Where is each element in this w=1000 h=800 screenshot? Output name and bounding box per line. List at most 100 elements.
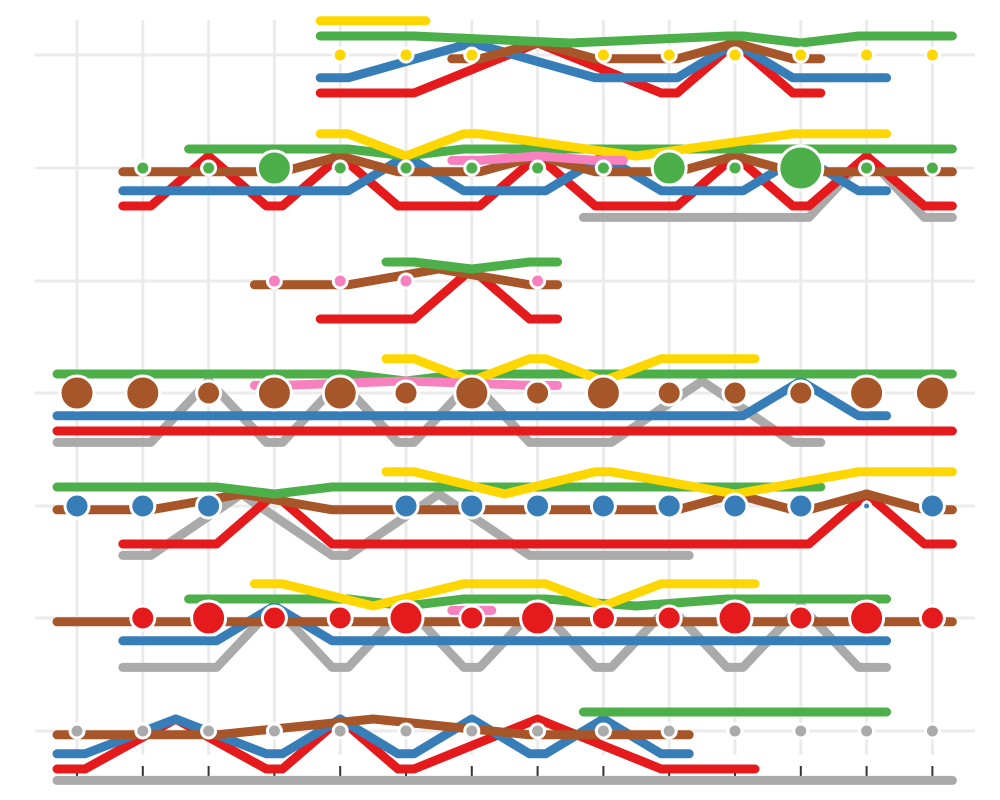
node-point — [777, 144, 825, 192]
node-point — [923, 159, 941, 177]
node-point — [529, 722, 547, 740]
node-point — [200, 722, 218, 740]
x-axis-ticks — [76, 766, 934, 776]
node-point — [848, 599, 886, 637]
node-point — [923, 46, 941, 64]
link-brown — [52, 714, 694, 740]
node-point — [129, 492, 157, 520]
node-point — [858, 159, 876, 177]
node-point — [200, 159, 218, 177]
link-green — [184, 144, 957, 161]
node-point — [331, 46, 349, 64]
link-blue — [118, 601, 892, 646]
node-point — [195, 379, 223, 407]
node-point — [594, 46, 612, 64]
node-point — [594, 159, 612, 177]
link-yellow — [381, 354, 760, 386]
node-point — [58, 374, 96, 412]
node-point — [529, 272, 547, 290]
node-point — [655, 492, 683, 520]
node-point — [787, 492, 815, 520]
node-point — [463, 722, 481, 740]
node-point — [255, 149, 293, 187]
node-point — [792, 722, 810, 740]
node-point — [792, 46, 810, 64]
link-red — [315, 264, 563, 324]
link-green — [315, 31, 957, 48]
node-point — [660, 46, 678, 64]
node-point — [134, 722, 152, 740]
node-point — [594, 722, 612, 740]
link-green — [381, 257, 563, 274]
link-green — [184, 594, 892, 611]
link-yellow — [249, 579, 760, 611]
node-point — [726, 46, 744, 64]
node-point — [124, 374, 162, 412]
node-point — [453, 374, 491, 412]
node-point — [265, 272, 283, 290]
node-point — [134, 159, 152, 177]
link-gray — [118, 489, 694, 560]
node-point — [524, 492, 552, 520]
node-point — [129, 604, 157, 632]
node-point — [787, 604, 815, 632]
node-point — [458, 492, 486, 520]
node-point — [923, 722, 941, 740]
node-point — [918, 604, 946, 632]
node-point — [68, 722, 86, 740]
node-point — [63, 492, 91, 520]
link-gray — [578, 151, 957, 222]
node-point — [331, 722, 349, 740]
node-point — [861, 500, 873, 512]
node-point — [190, 599, 228, 637]
node-point — [655, 604, 683, 632]
node-point — [255, 374, 293, 412]
link-green — [52, 369, 957, 386]
node-point — [519, 599, 557, 637]
node-point — [331, 272, 349, 290]
node-point — [787, 379, 815, 407]
node-point — [260, 604, 288, 632]
node-point — [265, 722, 283, 740]
node-point — [463, 159, 481, 177]
node-point — [726, 722, 744, 740]
link-red — [315, 38, 826, 98]
node-point — [195, 492, 223, 520]
node-point — [650, 149, 688, 187]
series-nodes — [58, 46, 951, 740]
node-point — [584, 374, 622, 412]
node-point — [529, 159, 547, 177]
node-point — [326, 604, 354, 632]
node-point — [726, 159, 744, 177]
node-point — [848, 374, 886, 412]
link-red — [52, 714, 760, 774]
link-yellow — [381, 467, 957, 499]
node-point — [397, 159, 415, 177]
node-point — [660, 722, 678, 740]
link-yellow — [315, 129, 892, 161]
node-point — [913, 374, 951, 412]
node-point — [392, 492, 420, 520]
node-point — [331, 159, 349, 177]
node-point — [655, 379, 683, 407]
node-point — [458, 604, 486, 632]
node-point — [397, 46, 415, 64]
node-point — [524, 379, 552, 407]
node-point — [321, 374, 359, 412]
node-point — [918, 492, 946, 520]
series-links — [52, 16, 957, 785]
node-point — [721, 379, 749, 407]
node-point — [463, 46, 481, 64]
link-blue — [52, 714, 694, 759]
node-point — [397, 722, 415, 740]
node-point — [589, 604, 617, 632]
node-point — [397, 272, 415, 290]
link-blue — [52, 376, 892, 421]
node-point — [721, 492, 749, 520]
node-point — [589, 492, 617, 520]
node-point — [387, 599, 425, 637]
node-point — [392, 379, 420, 407]
link-blue — [315, 38, 892, 83]
node-point — [858, 722, 876, 740]
